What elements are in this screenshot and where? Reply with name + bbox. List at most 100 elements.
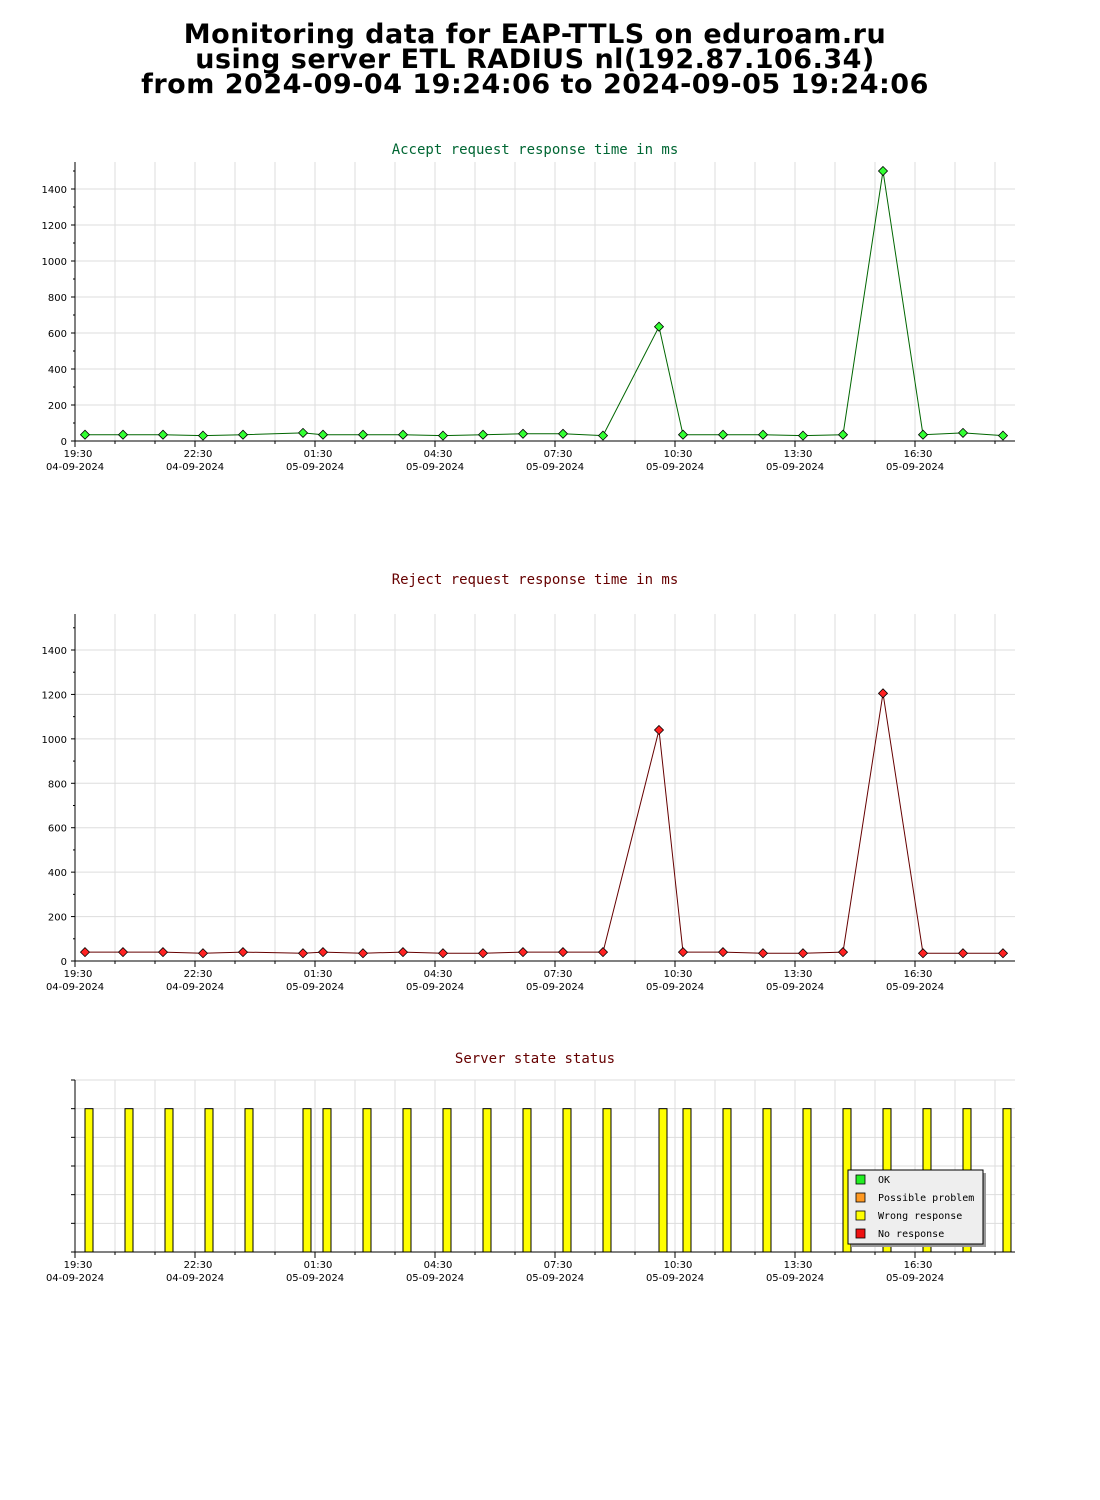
state-bar	[322, 1108, 332, 1253]
x-tick-time: 07:30	[544, 1260, 573, 1271]
data-point	[517, 428, 529, 439]
data-point	[357, 948, 369, 959]
x-tick-date: 05-09-2024	[766, 462, 824, 473]
x-tick-time: 16:30	[904, 449, 933, 460]
data-point	[957, 427, 969, 438]
state-bar	[84, 1108, 94, 1253]
y-tick-label: 1000	[42, 735, 67, 746]
data-point	[237, 947, 249, 958]
y-tick-label: 1200	[42, 690, 67, 701]
data-point	[79, 429, 91, 440]
chart-title: Server state status	[455, 1051, 615, 1067]
title-line-2: using server ETL RADIUS nl(192.87.106.34…	[195, 44, 875, 75]
data-point	[437, 948, 449, 959]
legend-box	[847, 1169, 984, 1245]
state-bar	[802, 1108, 812, 1253]
x-tick-date: 05-09-2024	[646, 982, 704, 993]
data-point	[757, 948, 769, 959]
data-point	[317, 947, 329, 958]
x-tick-time: 07:30	[544, 969, 573, 980]
x-tick-date: 04-09-2024	[166, 1273, 224, 1284]
x-tick-date: 04-09-2024	[166, 982, 224, 993]
y-tick-label: 1400	[42, 185, 67, 196]
state-bar	[562, 1108, 572, 1253]
data-point	[597, 947, 609, 958]
y-tick-label: 0	[61, 957, 67, 968]
x-tick-date: 05-09-2024	[406, 982, 464, 993]
data-point	[317, 429, 329, 440]
x-tick-date: 05-09-2024	[286, 1273, 344, 1284]
data-point	[717, 947, 729, 958]
y-tick-label: 1400	[42, 646, 67, 657]
x-tick-time: 22:30	[184, 449, 213, 460]
data-point	[477, 429, 489, 440]
data-point	[397, 947, 409, 958]
x-tick-time: 16:30	[904, 969, 933, 980]
series-line	[85, 170, 1004, 437]
x-tick-time: 01:30	[304, 1260, 333, 1271]
data-point	[653, 724, 665, 736]
data-point	[677, 429, 689, 440]
chart-1: Accept request response time in ms 0 200 40…	[42, 142, 1015, 473]
data-point	[877, 165, 889, 177]
x-tick-date: 05-09-2024	[286, 982, 344, 993]
x-tick-time: 19:30	[64, 449, 93, 460]
state-bar	[244, 1108, 254, 1253]
data-point	[757, 429, 769, 440]
y-tick-label: 0	[61, 437, 67, 448]
x-tick-time: 22:30	[184, 969, 213, 980]
state-bar	[164, 1108, 174, 1253]
state-bar	[658, 1108, 668, 1253]
chart-3: Server state status 19:30 04-09-2024 22:30 0…	[46, 1051, 1015, 1284]
x-tick-date: 05-09-2024	[766, 1273, 824, 1284]
x-tick-time: 01:30	[304, 969, 333, 980]
x-tick-time: 13:30	[784, 969, 813, 980]
chart-legend: OK Possible problem Wrong response No respo…	[847, 1169, 986, 1247]
data-point	[653, 321, 665, 332]
data-point	[157, 429, 169, 440]
legend-label: OK	[878, 1175, 890, 1186]
state-bar	[1002, 1108, 1012, 1253]
x-tick-date: 05-09-2024	[886, 982, 944, 993]
data-point	[397, 429, 409, 440]
x-tick-date: 05-09-2024	[286, 462, 344, 473]
legend-swatch	[855, 1192, 866, 1203]
legend-label: Wrong response	[878, 1211, 962, 1222]
x-tick-date: 05-09-2024	[526, 1273, 584, 1284]
x-tick-time: 10:30	[664, 969, 693, 980]
data-point	[677, 947, 689, 958]
y-tick-label: 600	[48, 329, 67, 340]
data-point	[517, 947, 529, 958]
data-point	[917, 948, 929, 959]
data-point	[917, 429, 929, 440]
data-point	[837, 429, 849, 440]
x-tick-time: 16:30	[904, 1260, 933, 1271]
x-tick-date: 05-09-2024	[886, 1273, 944, 1284]
y-tick-label: 1000	[42, 257, 67, 268]
x-tick-date: 05-09-2024	[646, 1273, 704, 1284]
x-tick-time: 19:30	[64, 1260, 93, 1271]
x-tick-time: 04:30	[424, 1260, 453, 1271]
state-bar	[302, 1108, 312, 1253]
legend-label: Possible problem	[878, 1193, 974, 1204]
y-tick-label: 200	[48, 913, 67, 924]
x-tick-date: 05-09-2024	[406, 462, 464, 473]
state-bar	[124, 1108, 134, 1253]
data-point	[477, 948, 489, 959]
x-tick-time: 07:30	[544, 449, 573, 460]
y-tick-label: 600	[48, 824, 67, 835]
data-point	[797, 948, 809, 959]
data-point	[997, 948, 1009, 959]
data-point	[957, 948, 969, 959]
data-point	[437, 430, 449, 441]
series-line	[85, 693, 1003, 954]
title-line-1: Monitoring data for EAP-TTLS on eduroam.…	[183, 19, 887, 50]
x-tick-time: 19:30	[64, 969, 93, 980]
state-bar	[204, 1108, 214, 1253]
data-point	[997, 430, 1009, 441]
x-tick-date: 05-09-2024	[406, 1273, 464, 1284]
data-point	[557, 428, 569, 439]
y-tick-label: 200	[48, 401, 67, 412]
data-point	[797, 430, 809, 441]
